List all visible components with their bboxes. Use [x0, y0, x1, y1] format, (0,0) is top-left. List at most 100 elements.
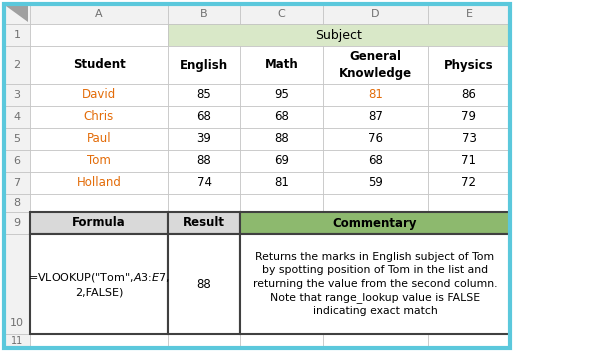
Bar	[323, 84, 428, 106]
Text: 86: 86	[462, 89, 476, 101]
Bar	[323, 4, 428, 24]
Text: 73: 73	[462, 132, 476, 146]
Bar	[168, 172, 240, 194]
Bar	[168, 106, 240, 128]
Text: 3: 3	[13, 90, 21, 100]
Bar	[323, 194, 428, 212]
Bar	[168, 234, 240, 334]
Bar	[30, 4, 168, 24]
Bar	[4, 84, 30, 106]
Bar	[4, 194, 30, 212]
Text: =VLOOKUP("Tom",$A$3:$E$7,
2,FALSE): =VLOOKUP("Tom",$A$3:$E$7, 2,FALSE)	[28, 271, 170, 297]
Text: 71: 71	[462, 155, 476, 168]
Bar	[240, 46, 323, 84]
Text: 6: 6	[13, 156, 21, 166]
Bar	[30, 194, 168, 212]
Text: 74: 74	[197, 177, 211, 189]
Bar	[30, 150, 168, 172]
Text: 88: 88	[197, 155, 211, 168]
Text: Physics: Physics	[444, 58, 494, 72]
Text: Tom: Tom	[87, 155, 111, 168]
Bar	[240, 84, 323, 106]
Text: 79: 79	[462, 110, 476, 124]
Text: B: B	[200, 9, 208, 19]
Bar	[428, 172, 510, 194]
Bar	[30, 106, 168, 128]
Bar	[240, 106, 323, 128]
Bar	[168, 194, 240, 212]
Text: Holland: Holland	[77, 177, 121, 189]
Bar	[30, 46, 168, 84]
Text: 1: 1	[13, 30, 21, 40]
Bar	[4, 4, 30, 24]
Text: Returns the marks in English subject of Tom
by spotting position of Tom in the l: Returns the marks in English subject of …	[253, 252, 498, 316]
Text: 72: 72	[462, 177, 476, 189]
Bar	[4, 172, 30, 194]
Bar	[4, 24, 30, 46]
Polygon shape	[6, 6, 28, 22]
Bar	[30, 334, 168, 348]
Bar	[240, 128, 323, 150]
Text: 4: 4	[13, 112, 21, 122]
Bar	[4, 46, 30, 84]
Bar	[168, 24, 510, 46]
Bar	[30, 84, 168, 106]
Bar	[323, 172, 428, 194]
Bar	[4, 212, 30, 234]
Bar	[30, 234, 168, 334]
Bar	[323, 150, 428, 172]
Bar	[240, 150, 323, 172]
Bar	[428, 46, 510, 84]
Text: 2: 2	[13, 60, 21, 70]
Text: Subject: Subject	[315, 28, 362, 42]
Bar	[323, 106, 428, 128]
Bar	[323, 334, 428, 348]
Bar	[4, 334, 30, 348]
Text: D: D	[371, 9, 380, 19]
Text: 59: 59	[368, 177, 383, 189]
Bar	[240, 194, 323, 212]
Text: 68: 68	[197, 110, 211, 124]
Bar	[428, 128, 510, 150]
Bar	[428, 4, 510, 24]
Text: 69: 69	[274, 155, 289, 168]
Bar	[240, 334, 323, 348]
Text: 5: 5	[13, 134, 21, 144]
Text: 88: 88	[197, 277, 211, 290]
Bar	[428, 194, 510, 212]
Text: Paul: Paul	[86, 132, 111, 146]
Bar	[30, 24, 168, 46]
Bar	[428, 150, 510, 172]
Bar	[240, 234, 510, 334]
Bar	[168, 84, 240, 106]
Bar	[240, 4, 323, 24]
Text: 95: 95	[274, 89, 289, 101]
Bar	[428, 106, 510, 128]
Text: A: A	[95, 9, 103, 19]
Bar	[30, 212, 168, 234]
Bar	[4, 234, 30, 334]
Bar	[4, 128, 30, 150]
Text: 87: 87	[368, 110, 383, 124]
Text: Math: Math	[265, 58, 298, 72]
Text: C: C	[278, 9, 286, 19]
Text: English: English	[180, 58, 228, 72]
Text: E: E	[465, 9, 473, 19]
Bar	[323, 128, 428, 150]
Text: 10: 10	[10, 318, 24, 328]
Bar	[168, 46, 240, 84]
Bar	[4, 4, 510, 348]
Bar	[240, 212, 510, 234]
Text: General
Knowledge: General Knowledge	[339, 50, 412, 80]
Bar	[240, 172, 323, 194]
Text: Chris: Chris	[84, 110, 114, 124]
Text: 85: 85	[197, 89, 211, 101]
Text: 9: 9	[13, 218, 21, 228]
Text: 81: 81	[368, 89, 383, 101]
Bar	[428, 334, 510, 348]
Text: 76: 76	[368, 132, 383, 146]
Text: 39: 39	[197, 132, 211, 146]
Text: 7: 7	[13, 178, 21, 188]
Bar	[168, 212, 240, 234]
Text: 8: 8	[13, 198, 21, 208]
